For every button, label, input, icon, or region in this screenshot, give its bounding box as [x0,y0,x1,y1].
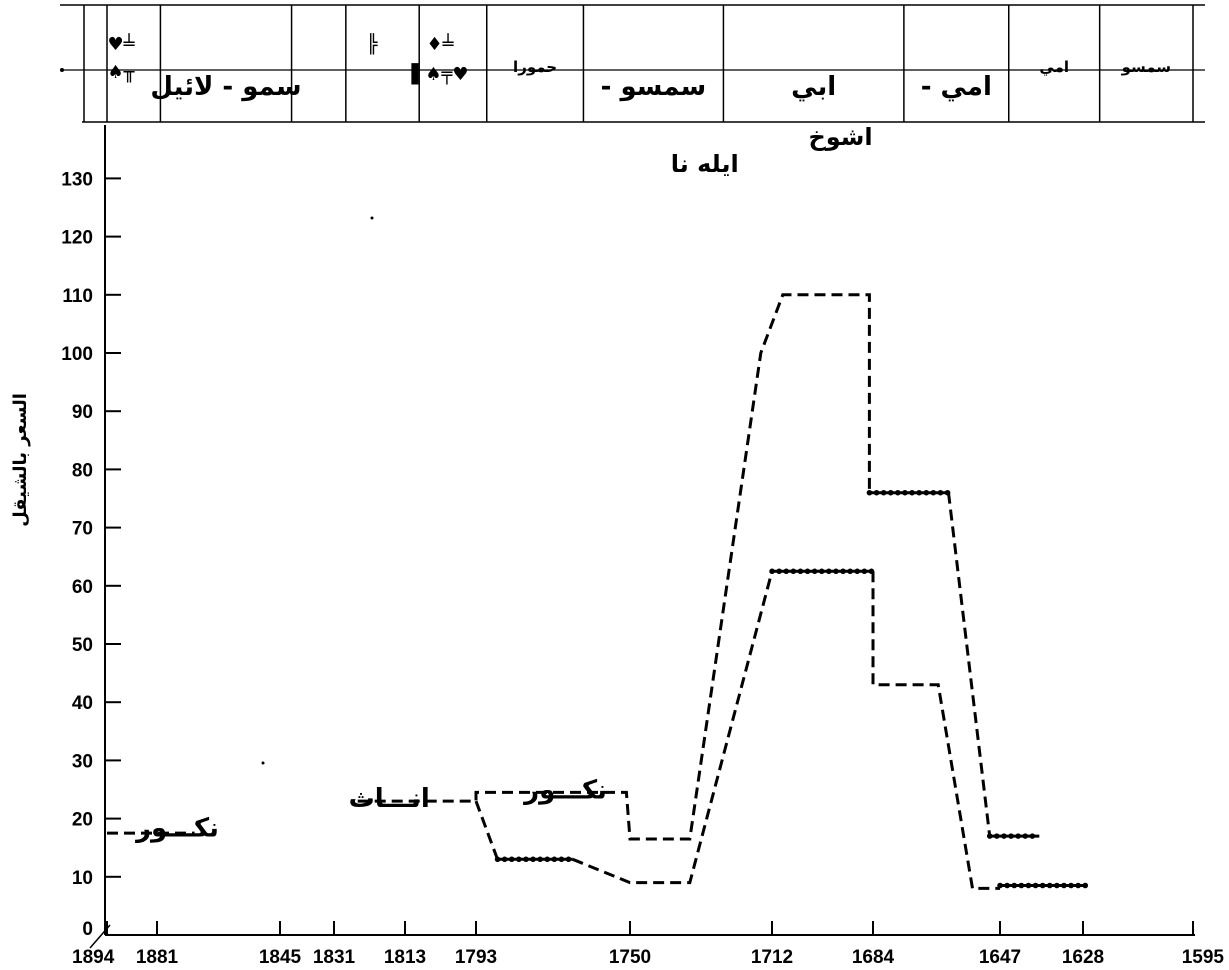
header-cell-label-2: امي - [921,72,992,102]
series-1-dashed-segment [572,570,774,885]
annotation-label-1: انـــاث [349,784,430,814]
header-sublabel-0: اشوخ [808,123,872,151]
header-cell-label-3: ابي [791,72,836,102]
x-tick-label: 1712 [751,947,793,968]
x-tick-label: 1628 [1062,947,1104,968]
chart-series [107,293,1090,890]
series-0-dashed-segment [357,293,871,841]
chart-annotations: نكـــور انـــاث نكـــور [134,216,607,843]
header-glyph-icon: ♦╧ [427,33,455,55]
series-1-dashed-segment [474,800,499,860]
stray-dot-mark [370,216,374,220]
header-cell-label-9: سمو - لائيل [150,72,301,102]
y-tick-label: 90 [72,402,93,423]
x-tick-label: 1595 [1182,947,1225,968]
x-tick-label: 1881 [136,947,179,968]
x-tick-label: 1750 [609,947,651,968]
y-tick-label: 40 [72,693,93,714]
chart-axes: 0 10 20 30 40 50 60 70 80 90 100 110 120 130 1894 1881 1… [10,125,1224,968]
header-sublabel-1: ايله نا [671,150,739,178]
y-tick-label: 0 [82,919,93,940]
x-tick-label: 1845 [259,947,302,968]
y-tick-label: 70 [72,519,93,540]
header-glyph-icon: ╠ [367,33,379,55]
x-tick-label: 1813 [384,947,426,968]
y-tick-label: 110 [62,286,93,307]
series-1-dashed-segment [871,571,1000,890]
y-tick-label: 130 [61,169,93,190]
y-tick-label: 120 [61,228,93,249]
header-cell-label-5: حمورا [513,58,557,76]
header-cell-label-1: امي [1039,58,1069,76]
x-tick-label: 1793 [455,947,497,968]
annotation-label-0: نكـــور [134,813,219,843]
y-tick-label: 80 [72,460,93,481]
y-tick-label: 20 [72,810,93,831]
y-axis-label: السعر بالشيقل [10,393,31,527]
x-tick-label: 1684 [852,947,895,968]
header-dot-mark [60,68,64,72]
header-cell-label-4: سمسو - [601,72,707,102]
y-tick-label: 50 [72,635,93,656]
ruler-header: سمسو امي امي - ابي سمسو - حمورا سمو - لائيل اشو… [60,4,1205,178]
y-tick-label: 60 [72,577,93,598]
header-glyph-icon: ▌♠╤♥ [411,63,469,85]
annotation-label-2: نكـــور [522,776,607,806]
x-tick-label: 1894 [72,947,115,968]
y-tick-label: 100 [61,344,93,365]
header-glyph-icon: ♥╧ [108,33,136,55]
header-cell-label-0: سمسو [1121,58,1171,76]
stray-dot-mark [261,761,265,765]
y-tick-label: 10 [72,868,93,889]
series-0-dashed-segment [947,492,992,837]
y-tick-label: 30 [72,751,93,772]
x-tick-label: 1831 [313,947,356,968]
header-glyph-icon: ♠╥ [108,62,136,83]
x-tick-label: 1647 [979,947,1021,968]
